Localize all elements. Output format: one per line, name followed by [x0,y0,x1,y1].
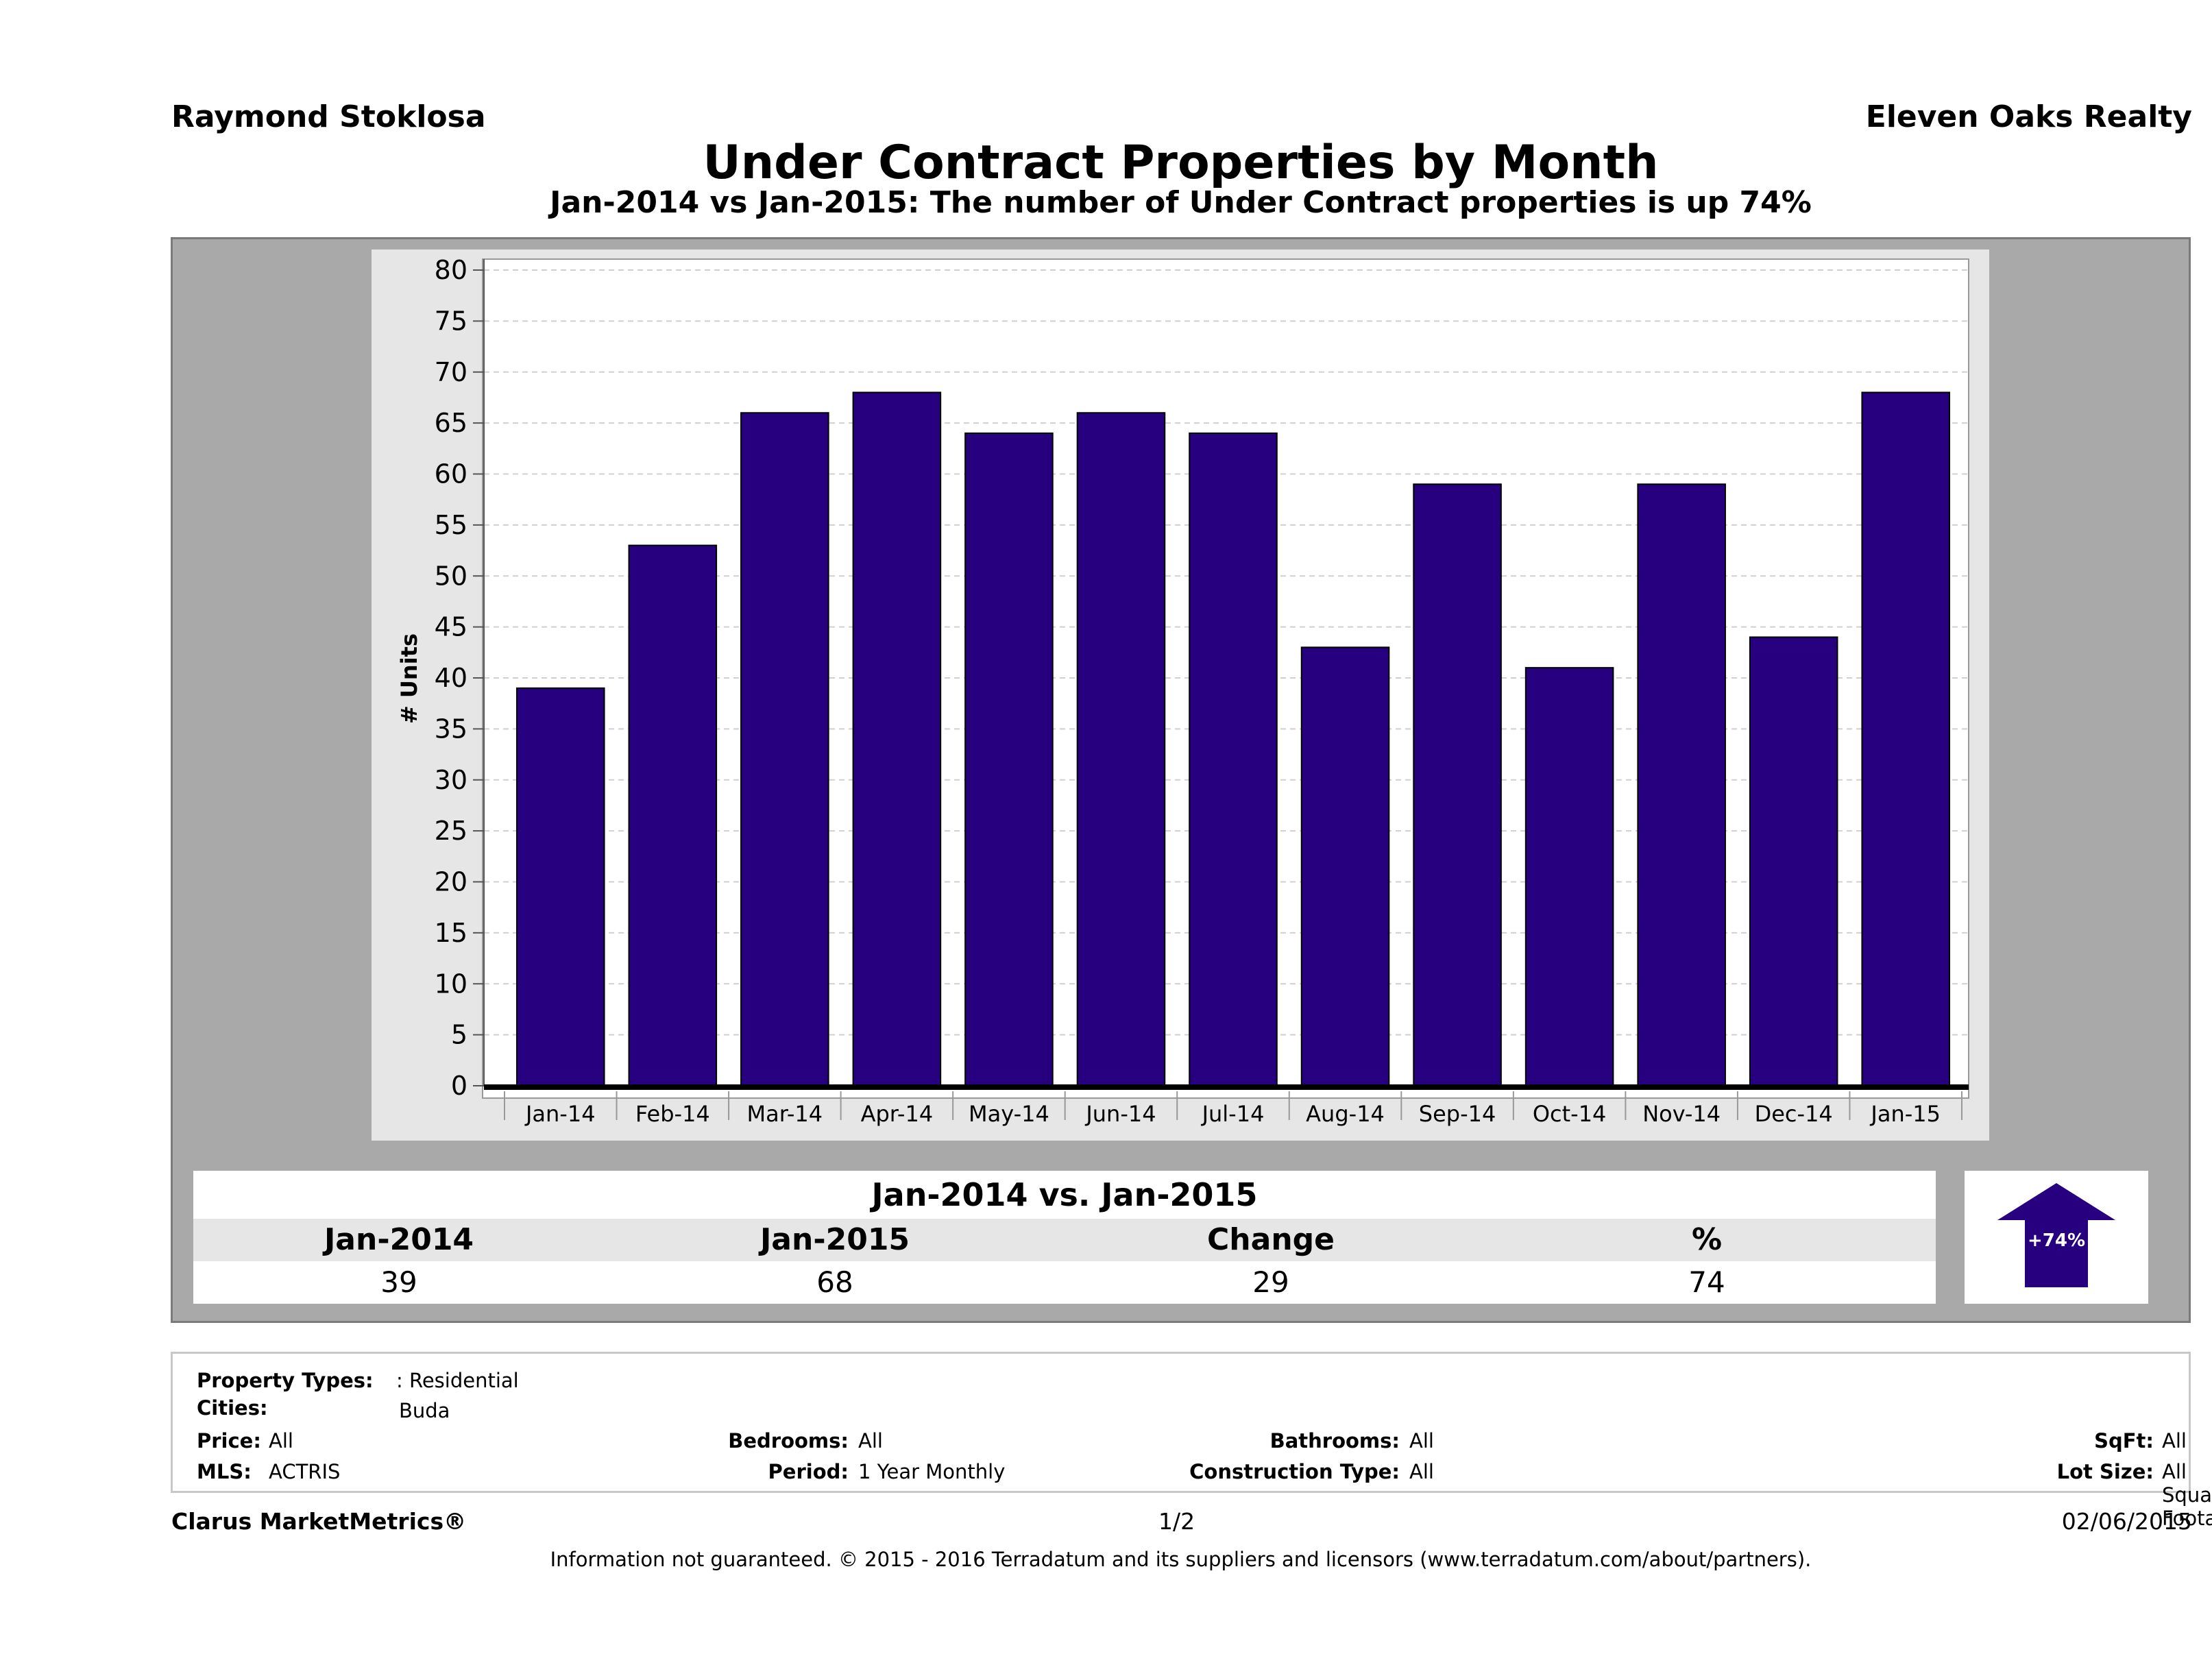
y-tick-label: 10 [435,969,467,999]
footer-brand: Clarus MarketMetrics® [171,1508,467,1535]
y-tick-label: 30 [435,765,467,795]
y-tick-label: 45 [435,612,467,642]
report-date: 02/06/2015 [2061,1508,2192,1535]
summary-value: 39 [380,1265,417,1299]
y-tick-label: 15 [435,918,467,948]
x-tick-label: Jan-15 [1869,1101,1941,1127]
sqft-value: All [2162,1429,2187,1452]
bar [1189,433,1278,1086]
x-tick-label: Oct-14 [1533,1101,1607,1127]
y-axis-label: # Units [396,633,422,724]
bar [1861,391,1951,1086]
bar [1637,483,1726,1086]
page-subtitle: Jan-2014 vs Jan-2015: The number of Unde… [550,185,1812,220]
lot-size-label: Lot Size: [2056,1460,2154,1483]
x-tick-label: Jul-14 [1201,1101,1265,1127]
period-label: Period: [768,1460,849,1483]
construction-type-label: Construction Type: [1189,1460,1400,1483]
y-tick-label: 75 [435,306,467,336]
bar [740,412,829,1086]
bar [852,391,942,1086]
bathrooms-label: Bathrooms: [1269,1429,1400,1452]
up-arrow-icon: +74% [1997,1183,2115,1287]
page-number: 1/2 [1158,1508,1195,1535]
x-tick-label: May-14 [969,1101,1049,1127]
y-tick-label: 65 [435,408,467,438]
lot-size-value: All Square Footage [2162,1460,2212,1530]
x-tick-label: Jan-14 [524,1101,596,1127]
property-types-value: : Residential [396,1369,519,1392]
x-tick-label: Jun-14 [1084,1101,1156,1127]
bar [1749,636,1838,1086]
cities-value: Buda [399,1399,450,1422]
mls-label: MLS: [197,1460,252,1483]
sqft-label: SqFt: [2094,1429,2154,1452]
agent-name: Raymond Stoklosa [171,99,486,134]
summary-label: Change [1207,1222,1335,1257]
summary-label: Jan-2015 [759,1222,910,1257]
change-badge-label: +74% [2028,1230,2085,1251]
summary-values-row: 39 68 29 74 [193,1261,1936,1304]
summary-label: Jan-2014 [324,1222,474,1257]
x-tick-label: Apr-14 [861,1101,934,1127]
mls-value: ACTRIS [269,1460,341,1483]
x-tick-label: Aug-14 [1306,1101,1385,1127]
y-tick-label: 5 [451,1020,467,1050]
summary-value: 68 [816,1265,853,1299]
bar [964,433,1054,1086]
y-tick-label: 40 [435,663,467,693]
bar [1413,483,1502,1086]
bathrooms-value: All [1409,1429,1434,1452]
bar [515,687,605,1086]
change-badge-box: +74% [1965,1171,2148,1304]
criteria-box: Property Types: : Residential Cities: Bu… [171,1352,2212,1530]
y-tick-label: 35 [435,714,467,744]
bar [1524,667,1614,1086]
x-tick-label: Feb-14 [635,1101,710,1127]
summary-value: 74 [1688,1265,1725,1299]
price-value: All [269,1429,293,1452]
bar-chart: 0 5 10 15 20 25 30 35 40 45 50 55 60 65 70 75 80 Jan-14 F… [396,255,1969,1127]
y-tick-label: 70 [435,357,467,387]
y-tick-label: 20 [435,867,467,897]
x-tick-label: Nov-14 [1642,1101,1721,1127]
company-name: Eleven Oaks Realty [1865,99,2192,134]
y-tick-label: 0 [451,1071,467,1101]
x-tick-label: Dec-14 [1755,1101,1833,1127]
y-tick-label: 25 [435,816,467,846]
y-tick-label: 50 [435,561,467,591]
x-tick-label: Sep-14 [1419,1101,1496,1127]
bar [1300,646,1390,1086]
y-tick-label: 80 [435,255,467,285]
page-title: Under Contract Properties by Month [703,136,1659,190]
y-tick-label: 55 [435,510,467,540]
summary-value: 29 [1252,1265,1289,1299]
price-label: Price: [197,1429,261,1452]
x-tick-label: Mar-14 [747,1101,823,1127]
construction-type-value: All [1409,1460,1434,1483]
cities-label: Cities: [197,1396,268,1420]
summary-heading: Jan-2014 vs. Jan-2015 [193,1171,1936,1219]
period-value: 1 Year Monthly [858,1460,1006,1483]
summary-labels-row: Jan-2014 Jan-2015 Change % [193,1219,1936,1261]
bedrooms-label: Bedrooms: [728,1429,849,1452]
y-tick-label: 60 [435,459,467,489]
bar [1076,412,1166,1086]
property-types-label: Property Types: [197,1369,374,1392]
summary-label: % [1691,1222,1723,1257]
disclaimer: Information not guaranteed. © 2015 - 201… [550,1548,1812,1571]
bar [628,544,718,1086]
bedrooms-value: All [858,1429,883,1452]
